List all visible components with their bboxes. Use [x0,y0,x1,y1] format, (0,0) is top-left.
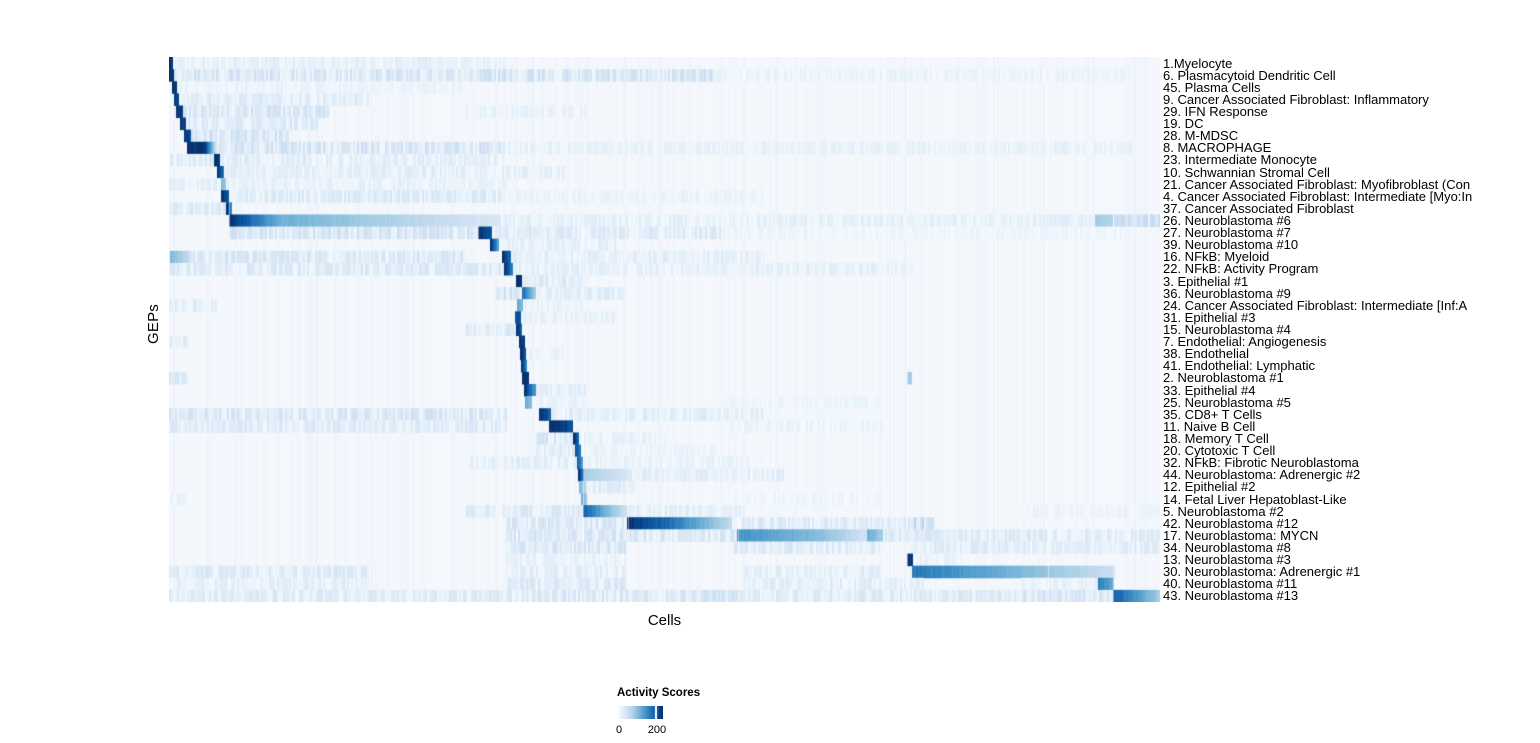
row-label: 8. MACROPHAGE [1163,140,1272,156]
row-label: 9. Cancer Associated Fibroblast: Inflamm… [1163,91,1429,107]
legend-min-label: 0 [615,724,623,736]
row-label: 2. Neuroblastoma #1 [1163,370,1284,386]
row-label: 6. Plasmacytoid Dendritic Cell [1163,67,1336,83]
row-label: 14. Fetal Liver Hepatoblast-Like [1163,491,1347,507]
row-label: 19. DC [1163,116,1204,132]
row-label: 31. Epithelial #3 [1163,309,1256,325]
row-label: 32. NFkB: Fibrotic Neuroblastoma [1163,455,1359,471]
row-label: 10. Schwannian Stromal Cell [1163,164,1330,180]
row-label: 24. Cancer Associated Fibroblast: Interm… [1163,297,1468,313]
row-label: 22. NFkB: Activity Program [1163,261,1319,277]
row-label: 17. Neuroblastoma: MYCN [1163,527,1319,543]
row-label: 37. Cancer Associated Fibroblast [1163,200,1354,216]
row-label: 4. Cancer Associated Fibroblast: Interme… [1163,188,1473,204]
row-label: 5. Neuroblastoma #2 [1163,503,1284,519]
row-label: 18. Memory T Cell [1163,431,1269,446]
row-label: 3. Epithelial #1 [1163,273,1249,289]
row-label: 13. Neuroblastoma #3 [1163,552,1291,568]
row-label: 44. Neuroblastoma: Adrenergic #2 [1163,467,1361,483]
row-label: 29. IFN Response [1163,104,1268,119]
row-label: 40. Neuroblastoma #11 [1163,576,1298,592]
row-label: 41. Endothelial: Lymphatic [1163,358,1316,374]
row-label: 15. Neuroblastoma #4 [1163,322,1291,337]
row-label: 12. Epithelial #2 [1163,479,1256,495]
row-label: 26. Neuroblastoma #6 [1163,213,1291,228]
row-label: 45. Plasma Cells [1163,79,1261,95]
legend-tick-label: 200 [647,724,667,736]
row-label: 38. Endothelial [1163,346,1250,362]
row-label: 34. Neuroblastoma #8 [1163,540,1291,555]
row-label: 36. Neuroblastoma #9 [1163,285,1291,301]
legend-title: Activity Scores [617,687,701,699]
row-label: 21. Cancer Associated Fibroblast: Myofib… [1163,176,1471,192]
row-label: 30. Neuroblastoma: Adrenergic #1 [1163,564,1361,580]
row-label: 35. CD8+ T Cells [1163,406,1262,422]
row-label: 20. Cytotoxic T Cell [1163,443,1276,459]
row-label: 1.Myelocyte [1163,55,1233,71]
legend-gradient-bar [618,706,663,719]
row-label: 42. Neuroblastoma #12 [1163,515,1299,531]
row-label: 25. Neuroblastoma #5 [1163,394,1291,410]
row-label: 23. Intermediate Monocyte [1163,152,1317,168]
row-label: 33. Epithelial #4 [1163,382,1256,398]
row-label: 27. Neuroblastoma #7 [1163,225,1291,241]
x-axis-label: Cells [647,612,682,629]
row-label: 11. Naive B Cell [1163,418,1256,434]
row-label: 39. Neuroblastoma #10 [1163,237,1299,253]
heatmap-canvas [169,57,1160,602]
row-label: 7. Endothelial: Angiogenesis [1163,334,1327,350]
row-label: 16. NFkB: Myeloid [1163,249,1270,265]
row-label: 43. Neuroblastoma #13 [1163,588,1299,604]
row-label: 28. M-MDSC [1163,128,1239,144]
y-axis-label: GEPs [145,304,162,344]
